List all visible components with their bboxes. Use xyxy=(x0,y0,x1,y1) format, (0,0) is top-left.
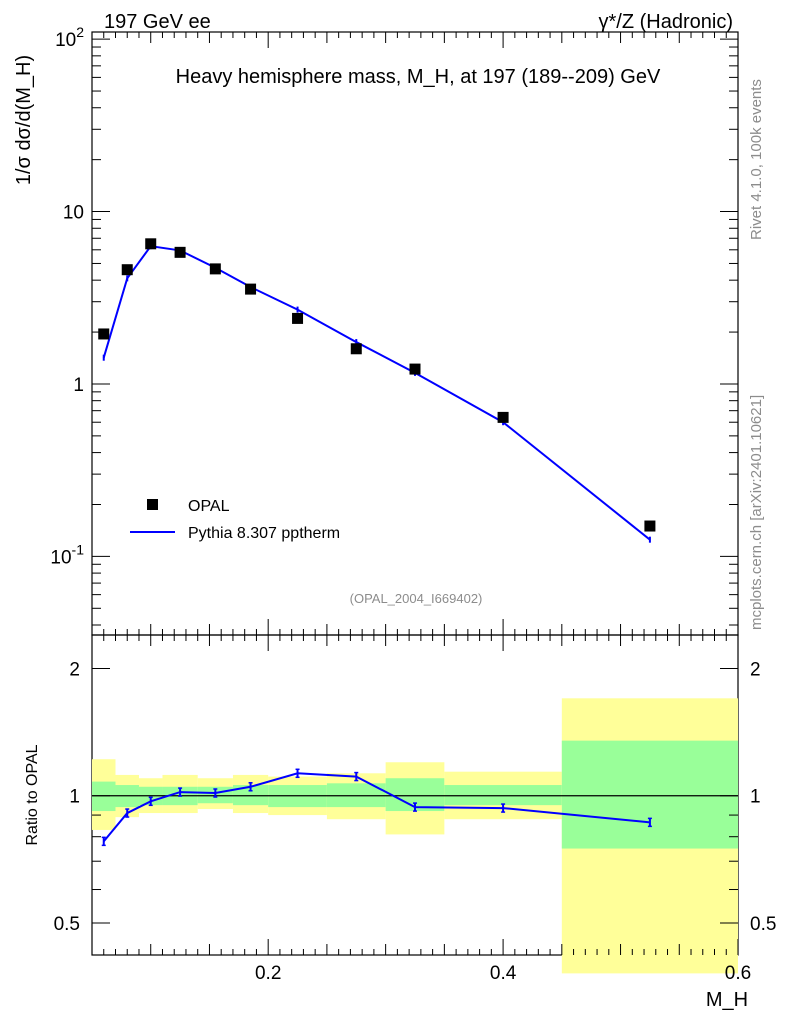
opal-point xyxy=(350,343,362,355)
rivet-label: Rivet 4.1.0, 100k events xyxy=(748,79,765,240)
opal-point xyxy=(497,411,509,423)
opal-point xyxy=(145,238,157,250)
ratio-y-tick-label: 0.5 xyxy=(54,914,80,935)
opal-point xyxy=(174,246,186,258)
ratio-y-tick-label: 2 xyxy=(69,659,80,680)
opal-point xyxy=(292,312,304,324)
legend: OPAL Pythia 8.307 pptherm xyxy=(130,498,340,542)
y-tick-label: 10-1 xyxy=(50,541,84,568)
opal-point xyxy=(644,520,656,532)
main-y-axis-label: 1/σ dσ/d(M_H) xyxy=(13,55,35,185)
ratio-y-tick-label: 1 xyxy=(69,787,80,808)
header-left-label: 197 GeV ee xyxy=(104,11,211,33)
analysis-watermark: (OPAL_2004_I669402) xyxy=(350,591,483,606)
y-tick-label: 102 xyxy=(55,24,84,51)
ratio-bands xyxy=(92,698,738,974)
y-tick-label: 1 xyxy=(73,375,84,396)
chart-title: Heavy hemisphere mass, M_H, at 197 (189-… xyxy=(176,66,661,88)
header-right-label: γ*/Z (Hadronic) xyxy=(599,11,733,33)
legend-pythia-label: Pythia 8.307 pptherm xyxy=(188,525,340,542)
main-plot-frame xyxy=(91,31,739,636)
stat-unc-band xyxy=(561,740,738,849)
opal-point xyxy=(209,263,221,275)
ratio-series-layer xyxy=(101,768,652,847)
pythia-line xyxy=(102,245,651,541)
ratio-y-tick-label-right: 2 xyxy=(750,659,761,680)
mcplots-label: mcplots.cern.ch [arXiv:2401.10621] xyxy=(748,395,765,630)
main-series-layer xyxy=(98,238,656,543)
ratio-axis-ticks: 0.5 0.5 1 1 2 2 0.2 0.4 0.6 xyxy=(54,635,776,984)
opal-point xyxy=(98,328,110,340)
x-tick-label: 0.6 xyxy=(725,963,751,984)
main-axis-ticks: 10-1 1 10 102 xyxy=(50,24,739,635)
opal-point xyxy=(121,264,133,276)
legend-opal-marker xyxy=(147,499,158,510)
opal-point xyxy=(409,363,421,375)
opal-point xyxy=(245,283,257,295)
stat-unc-band xyxy=(232,785,269,806)
legend-opal-label: OPAL xyxy=(188,498,230,515)
ratio-y-axis-label: Ratio to OPAL xyxy=(24,744,41,845)
y-tick-label: 10 xyxy=(63,203,84,224)
x-axis-label: M_H xyxy=(706,989,748,1011)
x-tick-label: 0.4 xyxy=(490,963,517,984)
ratio-y-tick-label-right: 0.5 xyxy=(750,914,776,935)
ratio-y-tick-label-right: 1 xyxy=(750,787,761,808)
x-tick-label: 0.2 xyxy=(255,963,281,984)
stat-unc-band xyxy=(444,785,562,806)
